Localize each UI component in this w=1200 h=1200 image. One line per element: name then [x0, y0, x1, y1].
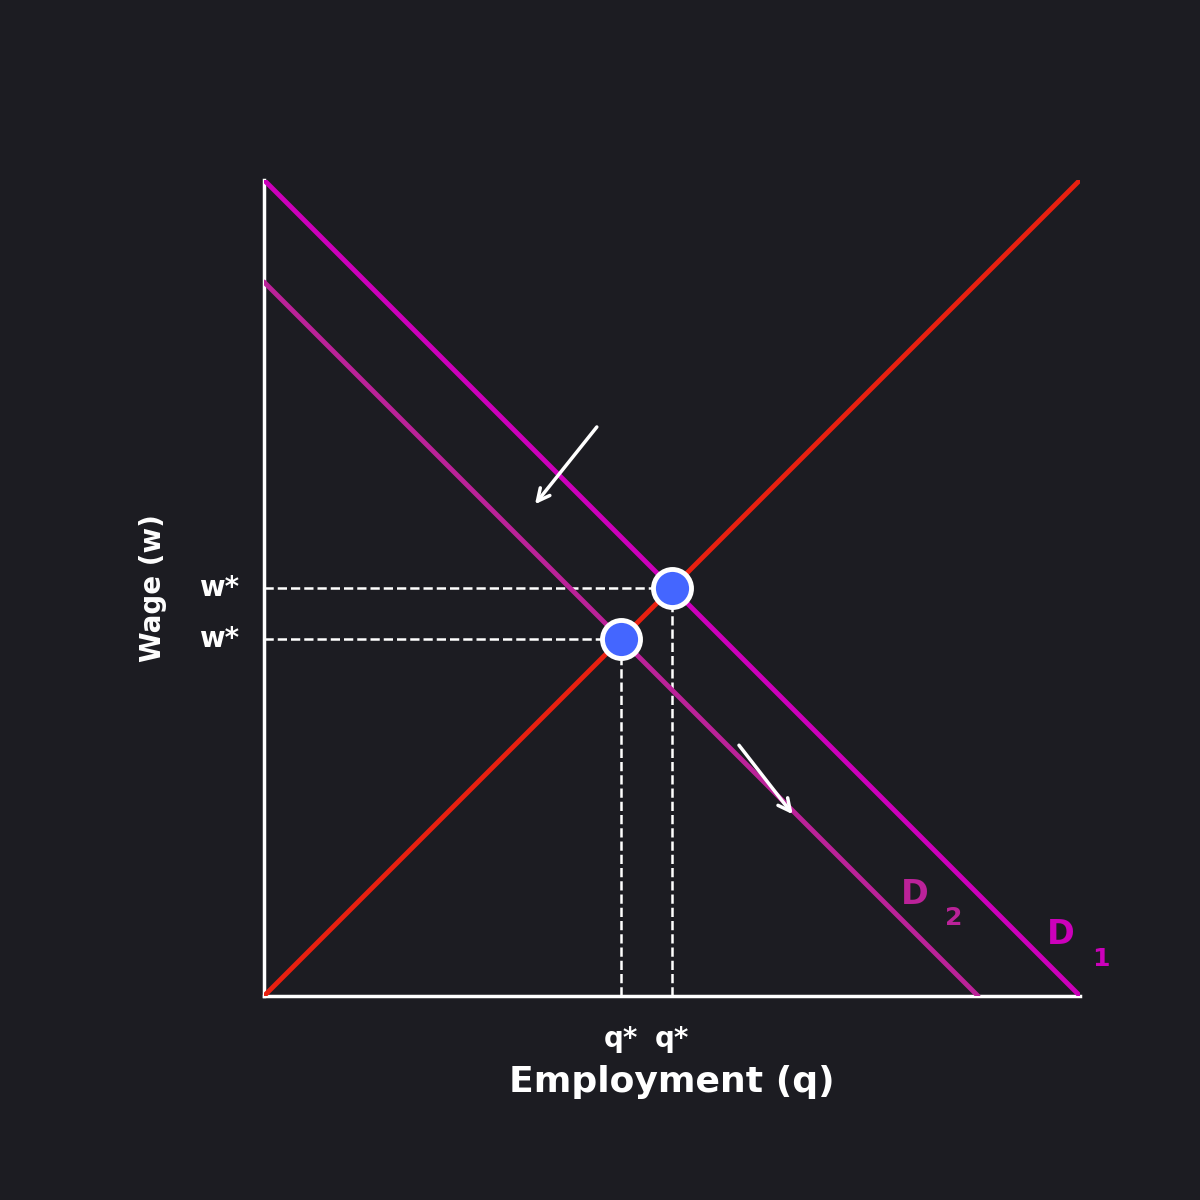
- Text: w*: w*: [199, 625, 240, 653]
- Text: q*: q*: [604, 1025, 638, 1052]
- Text: w*: w*: [199, 574, 240, 602]
- Y-axis label: Wage (w): Wage (w): [139, 514, 167, 662]
- X-axis label: Employment (q): Employment (q): [509, 1066, 835, 1099]
- Point: [612, 629, 631, 648]
- Text: D: D: [900, 877, 929, 911]
- Text: q*: q*: [655, 1025, 689, 1052]
- Text: 2: 2: [946, 906, 962, 930]
- Text: 1: 1: [1092, 947, 1110, 971]
- Point: [662, 578, 682, 598]
- Text: D: D: [1048, 918, 1075, 952]
